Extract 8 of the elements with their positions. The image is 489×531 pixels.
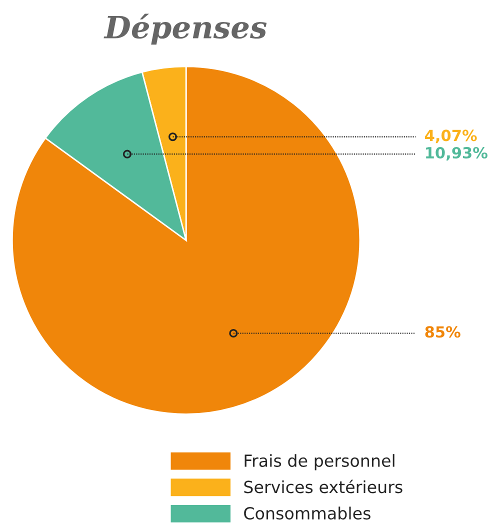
data-label: 10,93%: [426, 146, 488, 160]
legend-label: Frais de personnel: [244, 454, 394, 470]
pie-slice: [11, 66, 361, 415]
data-label: 85%: [425, 326, 460, 338]
legend-label: Consommables: [244, 506, 370, 520]
data-label: 4,07%: [425, 130, 477, 144]
chart-title: Dépenses: [104, 14, 267, 45]
legend-label: Services extérieurs: [244, 480, 402, 494]
